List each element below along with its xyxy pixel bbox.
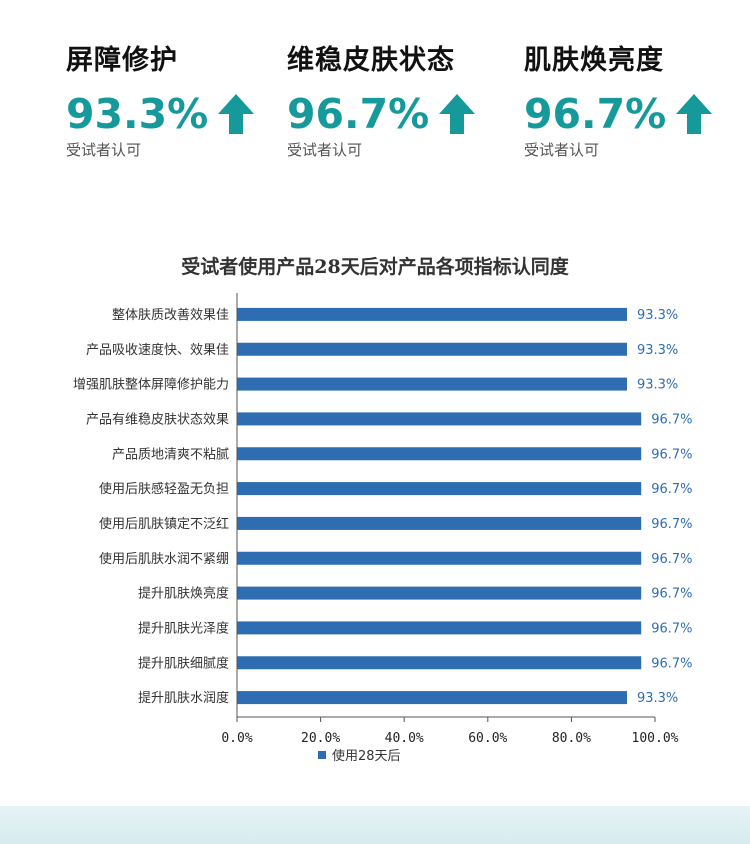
bar: [237, 447, 642, 461]
bar: [237, 377, 627, 391]
stats-section: 屏障修护 93.3% 受试者认可 维稳皮肤状态 96.7% 受试者认可 肌肤焕亮…: [0, 0, 750, 180]
stat-value: 96.7%: [287, 90, 430, 138]
x-tick-label: 0.0%: [221, 731, 252, 746]
bottom-band: [0, 806, 750, 844]
x-tick-label: 60.0%: [468, 731, 507, 746]
stat-title: 屏障修护: [66, 45, 178, 76]
category-label: 产品质地清爽不粘腻: [112, 447, 229, 462]
data-label: 96.7%: [651, 482, 692, 497]
category-label: 提升肌肤焕亮度: [138, 586, 229, 602]
data-label: 93.3%: [637, 378, 678, 393]
category-label: 产品吸收速度快、效果佳: [86, 342, 229, 358]
category-label: 增强肌肤整体屏障修护能力: [73, 378, 229, 393]
bar: [237, 621, 642, 635]
stat-value: 96.7%: [524, 90, 667, 138]
bar: [237, 307, 627, 321]
stat-skin-stability: 维稳皮肤状态 96.7% 受试者认可: [287, 38, 476, 160]
stat-note: 受试者认可: [287, 141, 363, 159]
data-label: 96.7%: [651, 552, 692, 567]
data-label: 93.3%: [637, 343, 678, 358]
x-tick-label: 20.0%: [301, 731, 340, 746]
stat-note: 受试者认可: [524, 141, 600, 159]
bar: [237, 482, 642, 496]
data-label: 96.7%: [651, 412, 692, 427]
stat-title: 肌肤焕亮度: [524, 45, 664, 76]
data-label: 93.3%: [637, 691, 678, 706]
category-label: 提升肌肤水润度: [138, 690, 229, 706]
category-label: 整体肤质改善效果佳: [112, 307, 229, 323]
arrow-up-icon: [439, 94, 476, 134]
arrow-up-icon: [218, 94, 255, 134]
stat-skin-radiance: 肌肤焕亮度 96.7% 受试者认可: [524, 38, 713, 160]
bar: [237, 586, 642, 600]
data-label: 96.7%: [651, 656, 692, 671]
arrow-up-icon: [676, 94, 713, 134]
data-label: 96.7%: [651, 587, 692, 602]
bar: [237, 342, 627, 356]
bar: [237, 656, 642, 670]
chart-title: 受试者使用产品28天后对产品各项指标认同度: [181, 256, 569, 278]
stat-value: 93.3%: [66, 90, 209, 138]
data-label: 96.7%: [651, 517, 692, 532]
x-tick-label: 80.0%: [552, 731, 591, 746]
category-label: 使用后肌肤镇定不泛红: [99, 516, 229, 532]
stat-note: 受试者认可: [66, 141, 142, 159]
bar: [237, 516, 642, 530]
category-label: 使用后肌肤水润不紧绷: [99, 551, 229, 567]
category-label: 使用后肤感轻盈无负担: [99, 481, 229, 497]
bar: [237, 551, 642, 565]
bar: [237, 412, 642, 426]
bar-chart: 整体肤质改善效果佳 93.3% 产品吸收速度快、效果佳 93.3% 增强肌肤整体屏障修护…: [73, 293, 693, 764]
stat-title: 维稳皮肤状态: [287, 45, 455, 76]
legend-swatch: [318, 751, 326, 759]
x-tick-label: 40.0%: [385, 731, 424, 746]
category-label: 提升肌肤光泽度: [138, 620, 229, 636]
bar: [237, 691, 627, 705]
data-label: 96.7%: [651, 621, 692, 636]
stat-barrier-repair: 屏障修护 93.3% 受试者认可: [66, 38, 255, 160]
category-label: 提升肌肤细腻度: [138, 655, 229, 671]
data-label: 93.3%: [637, 308, 678, 323]
x-tick-label: 100.0%: [632, 731, 679, 746]
category-label: 产品有维稳皮肤状态效果: [86, 411, 229, 427]
data-label: 96.7%: [651, 447, 692, 462]
legend-label: 使用28天后: [332, 748, 401, 764]
